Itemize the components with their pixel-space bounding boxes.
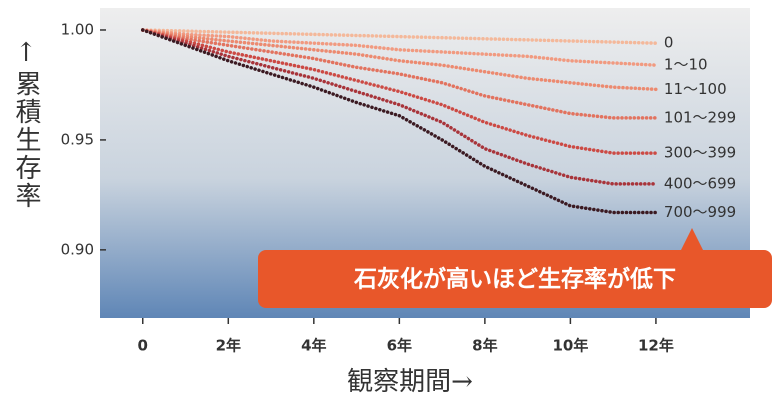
x-tick-label: 8年	[472, 337, 497, 355]
series-line	[141, 28, 658, 120]
x-tick-label: 2年	[216, 337, 241, 355]
series-label: 400〜699	[664, 174, 736, 192]
y-tick-label: 0.90	[61, 240, 94, 258]
series-line	[141, 28, 658, 215]
series-line	[141, 28, 658, 45]
callout-arrow	[680, 228, 704, 252]
series-label: 300〜399	[664, 144, 736, 162]
series-label: 101〜299	[664, 108, 736, 126]
series-label: 700〜999	[664, 203, 736, 221]
x-tick-label: 12年	[638, 337, 674, 355]
x-tick-label: 4年	[301, 337, 326, 355]
series-line	[141, 28, 658, 155]
callout-box	[258, 250, 772, 308]
y-tick-label: 0.95	[61, 130, 94, 148]
series-label: 1〜10	[664, 56, 708, 74]
y-axis-label: ↑累積生存率	[11, 38, 41, 210]
x-tick-label: 0	[138, 337, 148, 355]
x-tick-label: 6年	[387, 337, 412, 355]
series-line	[141, 28, 658, 186]
callout-text: 石灰化が高いほど生存率が低下	[353, 266, 676, 293]
x-tick-label: 10年	[552, 337, 588, 355]
series-line	[141, 28, 658, 67]
x-axis-label: 観察期間→	[347, 367, 473, 397]
series-label: 11〜100	[664, 80, 727, 98]
y-tick-label: 1.00	[61, 20, 94, 38]
series-label: 0	[664, 34, 674, 52]
series-line	[141, 28, 658, 92]
